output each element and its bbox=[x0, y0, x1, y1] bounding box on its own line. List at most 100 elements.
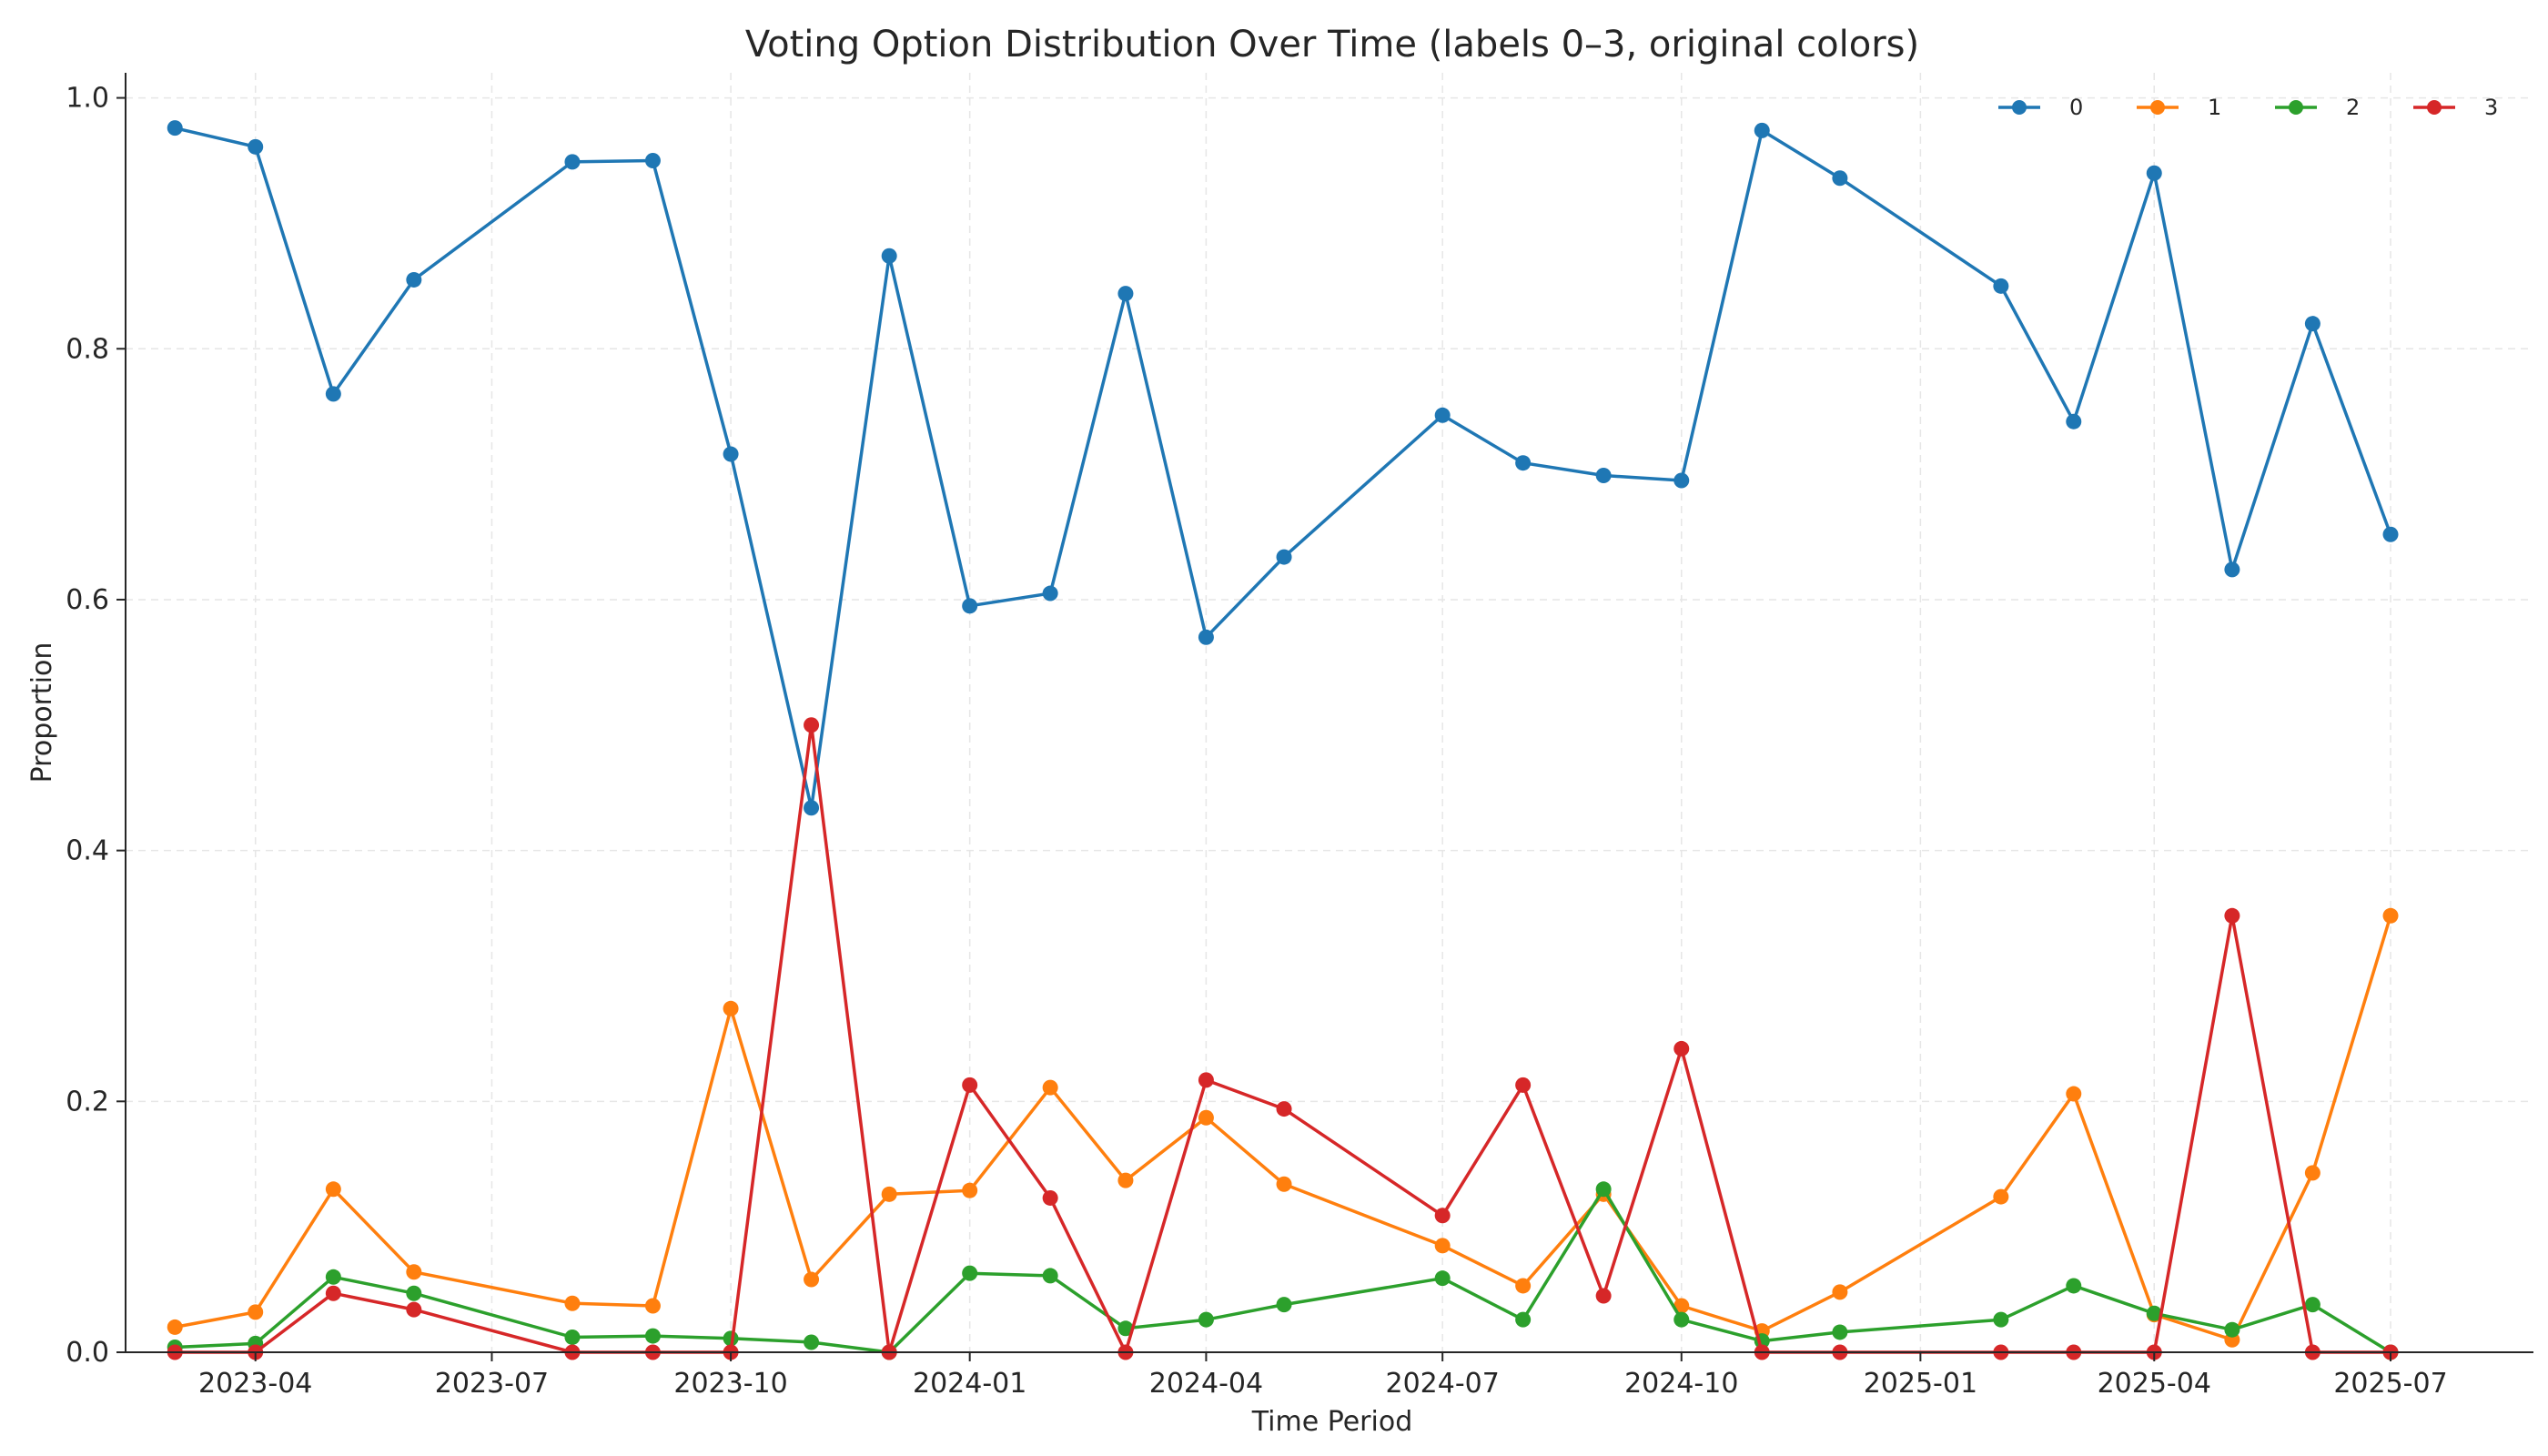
data-point bbox=[325, 1269, 341, 1285]
data-point bbox=[406, 271, 422, 288]
series-line-2 bbox=[175, 1188, 2391, 1354]
data-point bbox=[881, 1186, 897, 1202]
data-point bbox=[2382, 526, 2399, 542]
legend: 0 1 2 3 bbox=[1998, 95, 2498, 120]
data-point bbox=[2146, 165, 2162, 181]
legend-label: 1 bbox=[2208, 95, 2221, 120]
data-point bbox=[1515, 1311, 1532, 1328]
data-point bbox=[564, 154, 581, 170]
data-point bbox=[325, 1285, 341, 1301]
data-point bbox=[804, 1334, 820, 1350]
data-point bbox=[1595, 467, 1612, 483]
data-point bbox=[564, 1295, 581, 1311]
legend-marker bbox=[2289, 100, 2303, 115]
data-point bbox=[644, 152, 661, 168]
data-point bbox=[564, 1329, 581, 1345]
data-point bbox=[1673, 1040, 1690, 1057]
data-point bbox=[248, 138, 264, 155]
data-point bbox=[1117, 1320, 1134, 1337]
x-tick-label: 2023-07 bbox=[435, 1368, 549, 1400]
data-point bbox=[804, 1271, 820, 1288]
grid-lines bbox=[126, 73, 2533, 1353]
data-point bbox=[325, 386, 341, 402]
data-point bbox=[1276, 1101, 1292, 1117]
series-1 bbox=[167, 907, 2399, 1348]
data-point bbox=[2066, 413, 2082, 430]
legend-item-3: 3 bbox=[2413, 95, 2498, 120]
data-point bbox=[1993, 1311, 2009, 1328]
axes bbox=[125, 73, 2533, 1353]
data-point bbox=[881, 248, 897, 264]
legend-marker bbox=[2427, 100, 2442, 115]
series-group bbox=[167, 120, 2399, 1360]
data-point bbox=[962, 1182, 978, 1198]
data-point bbox=[962, 598, 978, 614]
data-point bbox=[804, 717, 820, 733]
series-3 bbox=[167, 717, 2399, 1360]
data-point bbox=[325, 1181, 341, 1198]
data-point bbox=[1434, 407, 1451, 423]
data-point bbox=[1673, 1298, 1690, 1314]
y-axis-label: Proportion bbox=[26, 642, 58, 784]
data-point bbox=[406, 1301, 422, 1318]
data-point bbox=[1276, 1176, 1292, 1192]
data-point bbox=[1515, 455, 1532, 471]
data-point bbox=[2382, 907, 2399, 924]
data-point bbox=[1042, 585, 1058, 602]
x-tick-label: 2024-10 bbox=[1624, 1368, 1738, 1400]
y-tick-label: 0.6 bbox=[66, 584, 109, 616]
legend-label: 0 bbox=[2069, 95, 2083, 120]
data-point bbox=[1434, 1270, 1451, 1287]
data-point bbox=[804, 800, 820, 816]
data-point bbox=[406, 1264, 422, 1280]
y-tick-label: 0.4 bbox=[66, 835, 109, 867]
legend-item-1: 1 bbox=[2137, 95, 2221, 120]
legend-marker bbox=[2150, 100, 2165, 115]
legend-item-2: 2 bbox=[2275, 95, 2360, 120]
data-point bbox=[1042, 1268, 1058, 1284]
data-point bbox=[1198, 1072, 1214, 1088]
data-point bbox=[1993, 278, 2009, 294]
data-point bbox=[1754, 122, 1770, 138]
data-point bbox=[1515, 1077, 1532, 1093]
series-line-1 bbox=[174, 915, 2392, 1341]
data-point bbox=[1673, 1311, 1690, 1328]
data-point bbox=[2146, 1305, 2162, 1321]
y-tick-label: 0.2 bbox=[66, 1086, 109, 1117]
data-point bbox=[2304, 316, 2320, 332]
legend-label: 2 bbox=[2346, 95, 2360, 120]
data-point bbox=[1042, 1079, 1058, 1096]
data-point bbox=[248, 1304, 264, 1320]
data-point bbox=[962, 1077, 978, 1093]
legend-label: 3 bbox=[2484, 95, 2498, 120]
data-point bbox=[723, 1000, 739, 1016]
data-point bbox=[1832, 1324, 1848, 1340]
y-ticks: 0.0 0.2 0.4 0.6 0.8 1.0 bbox=[66, 83, 126, 1369]
data-point bbox=[1595, 1288, 1612, 1304]
x-tick-label: 2025-01 bbox=[1864, 1368, 1977, 1400]
x-tick-label: 2025-04 bbox=[2098, 1368, 2211, 1400]
legend-marker bbox=[2012, 100, 2027, 115]
x-tick-label: 2023-10 bbox=[673, 1368, 787, 1400]
legend-item-0: 0 bbox=[1998, 95, 2083, 120]
data-point bbox=[1673, 472, 1690, 489]
data-point bbox=[1117, 286, 1134, 302]
data-point bbox=[1993, 1188, 2009, 1205]
data-point bbox=[1276, 549, 1292, 565]
series-0 bbox=[167, 120, 2399, 816]
y-tick-label: 1.0 bbox=[66, 83, 109, 115]
data-point bbox=[723, 446, 739, 462]
series-2 bbox=[167, 1181, 2399, 1360]
data-point bbox=[1832, 1284, 1848, 1300]
data-point bbox=[167, 1319, 183, 1335]
series-line-3 bbox=[175, 723, 2391, 1354]
x-tick-label: 2024-04 bbox=[1149, 1368, 1263, 1400]
data-point bbox=[1042, 1189, 1058, 1206]
data-point bbox=[2304, 1297, 2320, 1313]
chart-title: Voting Option Distribution Over Time (la… bbox=[745, 24, 1919, 66]
data-point bbox=[406, 1285, 422, 1301]
y-tick-label: 0.8 bbox=[66, 333, 109, 365]
data-point bbox=[1434, 1208, 1451, 1224]
x-tick-label: 2024-01 bbox=[913, 1368, 1026, 1400]
data-point bbox=[644, 1328, 661, 1344]
